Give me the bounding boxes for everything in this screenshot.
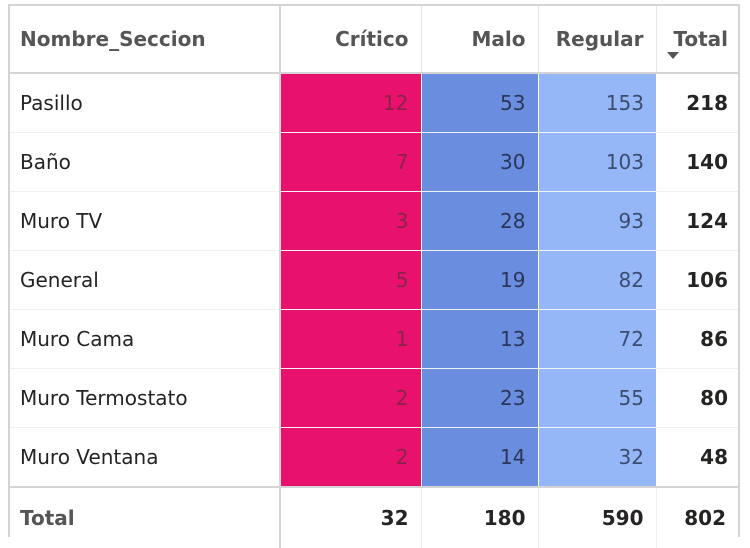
- sort-descending-icon[interactable]: [667, 52, 679, 59]
- regular-cell: 103: [537, 132, 656, 192]
- malo-cell: 13: [420, 309, 538, 369]
- column-header-total-label: Total: [673, 27, 728, 51]
- column-header-total[interactable]: Total: [655, 6, 738, 74]
- regular-cell: 55: [537, 368, 656, 428]
- matrix-table: Nombre_Seccion Crítico Malo Regular Tota…: [10, 6, 738, 548]
- row-name-cell: Muro Ventana: [10, 427, 281, 488]
- table-row[interactable]: General 5 19 82 106: [10, 250, 738, 310]
- grand-total-row: Total 32 180 590 802: [10, 486, 738, 548]
- table-row[interactable]: Baño 7 30 103 140: [10, 132, 738, 192]
- row-name-cell: Muro TV: [10, 191, 281, 251]
- column-header-critico[interactable]: Crítico: [279, 6, 421, 74]
- regular-cell: 153: [537, 73, 656, 133]
- grand-total-malo: 180: [420, 486, 538, 548]
- critico-cell: 1: [280, 309, 421, 369]
- malo-cell: 23: [420, 368, 538, 428]
- header-row: Nombre_Seccion Crítico Malo Regular Tota…: [10, 6, 738, 74]
- grand-total-regular: 590: [537, 486, 656, 548]
- row-total-cell: 106: [656, 250, 738, 310]
- critico-cell: 7: [280, 132, 421, 192]
- malo-cell: 53: [420, 73, 538, 133]
- row-name-cell: Muro Cama: [10, 309, 281, 369]
- column-header-malo[interactable]: Malo: [420, 6, 538, 74]
- critico-cell: 2: [280, 368, 421, 428]
- row-name-cell: Baño: [10, 132, 281, 192]
- malo-cell: 19: [420, 250, 538, 310]
- row-total-cell: 124: [656, 191, 738, 251]
- regular-cell: 72: [537, 309, 656, 369]
- table-row[interactable]: Muro Ventana 2 14 32 48: [10, 427, 738, 488]
- table-row[interactable]: Muro TV 3 28 93 124: [10, 191, 738, 251]
- critico-cell: 3: [280, 191, 421, 251]
- row-name-cell: Muro Termostato: [10, 368, 281, 428]
- column-header-regular[interactable]: Regular: [537, 6, 656, 74]
- critico-cell: 12: [280, 73, 421, 133]
- critico-cell: 2: [280, 427, 421, 488]
- regular-cell: 93: [537, 191, 656, 251]
- grand-total-critico: 32: [279, 486, 421, 548]
- table-row[interactable]: Muro Termostato 2 23 55 80: [10, 368, 738, 428]
- row-total-cell: 86: [656, 309, 738, 369]
- table-row[interactable]: Muro Cama 1 13 72 86: [10, 309, 738, 369]
- grand-total-label: Total: [10, 486, 281, 548]
- column-header-nombre-seccion[interactable]: Nombre_Seccion: [10, 6, 281, 74]
- row-total-cell: 80: [656, 368, 738, 428]
- critico-cell: 5: [280, 250, 421, 310]
- matrix-visual: Nombre_Seccion Crítico Malo Regular Tota…: [8, 4, 740, 548]
- table-row[interactable]: Pasillo 12 53 153 218: [10, 73, 738, 133]
- malo-cell: 14: [420, 427, 538, 488]
- malo-cell: 28: [420, 191, 538, 251]
- malo-cell: 30: [420, 132, 538, 192]
- regular-cell: 82: [537, 250, 656, 310]
- row-total-cell: 218: [656, 73, 738, 133]
- row-name-cell: Pasillo: [10, 73, 281, 133]
- regular-cell: 32: [537, 427, 656, 488]
- grand-total-total: 802: [655, 486, 738, 548]
- row-total-cell: 48: [656, 427, 738, 488]
- row-name-cell: General: [10, 250, 281, 310]
- row-total-cell: 140: [656, 132, 738, 192]
